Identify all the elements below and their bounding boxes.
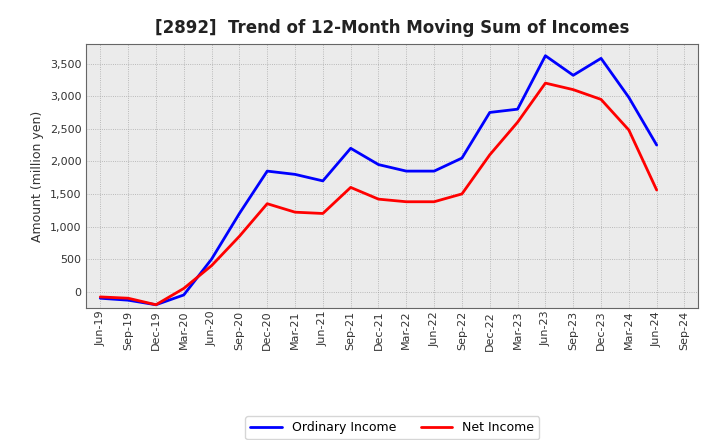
Ordinary Income (207, 257, 216, 262)
Ordinary Income (96, 296, 104, 301)
Ordinary Income (541, 53, 550, 59)
Ordinary Income (346, 146, 355, 151)
Net Income (291, 209, 300, 215)
Line: Net Income: Net Income (100, 83, 657, 305)
Net Income (207, 263, 216, 268)
Net Income (569, 87, 577, 92)
Ordinary Income (291, 172, 300, 177)
Net Income (152, 302, 161, 308)
Ordinary Income (374, 162, 383, 167)
Net Income (624, 128, 633, 133)
Ordinary Income (624, 95, 633, 100)
Ordinary Income (513, 106, 522, 112)
Net Income (124, 296, 132, 301)
Title: [2892]  Trend of 12-Month Moving Sum of Incomes: [2892] Trend of 12-Month Moving Sum of I… (156, 19, 629, 37)
Ordinary Income (597, 56, 606, 61)
Line: Ordinary Income: Ordinary Income (100, 56, 657, 305)
Ordinary Income (652, 143, 661, 148)
Net Income (541, 81, 550, 86)
Net Income (235, 234, 243, 239)
Net Income (263, 201, 271, 206)
Ordinary Income (235, 211, 243, 216)
Ordinary Income (569, 73, 577, 78)
Net Income (485, 152, 494, 158)
Net Income (458, 191, 467, 197)
Net Income (179, 286, 188, 291)
Legend: Ordinary Income, Net Income: Ordinary Income, Net Income (246, 416, 539, 439)
Y-axis label: Amount (million yen): Amount (million yen) (32, 110, 45, 242)
Ordinary Income (152, 302, 161, 308)
Net Income (513, 120, 522, 125)
Ordinary Income (179, 292, 188, 297)
Ordinary Income (263, 169, 271, 174)
Net Income (96, 294, 104, 300)
Ordinary Income (430, 169, 438, 174)
Net Income (597, 97, 606, 102)
Ordinary Income (485, 110, 494, 115)
Ordinary Income (318, 178, 327, 183)
Net Income (318, 211, 327, 216)
Ordinary Income (402, 169, 410, 174)
Net Income (346, 185, 355, 190)
Ordinary Income (124, 297, 132, 303)
Net Income (652, 187, 661, 193)
Net Income (402, 199, 410, 205)
Net Income (374, 197, 383, 202)
Ordinary Income (458, 155, 467, 161)
Net Income (430, 199, 438, 205)
